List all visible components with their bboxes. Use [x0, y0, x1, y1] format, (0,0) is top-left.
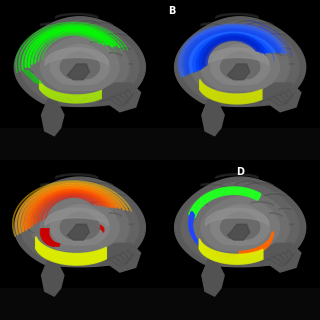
Polygon shape	[181, 182, 299, 263]
Polygon shape	[201, 197, 279, 251]
Polygon shape	[14, 17, 145, 107]
Polygon shape	[41, 197, 119, 251]
Polygon shape	[0, 232, 40, 320]
Polygon shape	[67, 64, 89, 80]
Polygon shape	[60, 52, 100, 79]
Polygon shape	[228, 224, 250, 240]
Polygon shape	[160, 288, 320, 320]
Polygon shape	[205, 208, 268, 226]
Text: B: B	[168, 6, 176, 16]
Polygon shape	[67, 224, 89, 240]
Polygon shape	[191, 29, 289, 97]
Polygon shape	[201, 37, 279, 91]
Polygon shape	[160, 72, 200, 160]
Polygon shape	[211, 44, 270, 85]
Polygon shape	[96, 83, 140, 112]
Polygon shape	[181, 22, 299, 102]
Polygon shape	[41, 37, 119, 91]
Polygon shape	[228, 64, 250, 80]
Polygon shape	[21, 22, 139, 102]
Polygon shape	[202, 259, 224, 296]
Polygon shape	[0, 72, 40, 160]
Polygon shape	[202, 99, 224, 136]
Polygon shape	[175, 17, 306, 107]
Polygon shape	[220, 52, 260, 79]
Polygon shape	[14, 177, 145, 267]
Polygon shape	[21, 182, 139, 263]
Polygon shape	[175, 177, 306, 267]
Polygon shape	[191, 190, 289, 257]
Polygon shape	[50, 205, 109, 245]
Polygon shape	[42, 259, 64, 296]
Text: D: D	[236, 167, 244, 177]
Polygon shape	[60, 212, 100, 239]
Polygon shape	[42, 99, 64, 136]
Polygon shape	[211, 205, 270, 245]
Polygon shape	[0, 288, 160, 320]
Polygon shape	[220, 212, 260, 239]
Polygon shape	[160, 128, 320, 160]
Polygon shape	[31, 29, 129, 97]
Polygon shape	[31, 190, 129, 257]
Polygon shape	[45, 208, 108, 226]
Polygon shape	[205, 48, 268, 65]
Polygon shape	[0, 128, 160, 160]
Polygon shape	[45, 48, 108, 65]
Polygon shape	[256, 83, 301, 112]
Polygon shape	[50, 44, 109, 85]
Polygon shape	[256, 243, 301, 272]
Polygon shape	[160, 232, 200, 320]
Polygon shape	[96, 243, 140, 272]
